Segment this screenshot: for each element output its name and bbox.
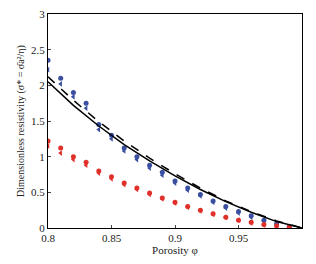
svg-text:0.9: 0.9 [168, 232, 182, 244]
svg-text:0.8: 0.8 [41, 232, 55, 244]
svg-text:Porosity φ: Porosity φ [152, 244, 198, 256]
svg-text:1: 1 [39, 151, 45, 163]
svg-text:2: 2 [39, 79, 45, 91]
svg-text:0: 0 [39, 222, 45, 234]
svg-text:0.5: 0.5 [31, 186, 45, 198]
svg-text:0.85: 0.85 [102, 232, 122, 244]
svg-text:2.5: 2.5 [31, 44, 45, 56]
svg-text:3: 3 [39, 8, 45, 20]
svg-text:0.95: 0.95 [229, 232, 249, 244]
svg-text:Dimensionless resistivity (σ*: Dimensionless resistivity (σ* = σ̄a²/η) [15, 45, 27, 197]
svg-text:1.5: 1.5 [31, 115, 45, 127]
